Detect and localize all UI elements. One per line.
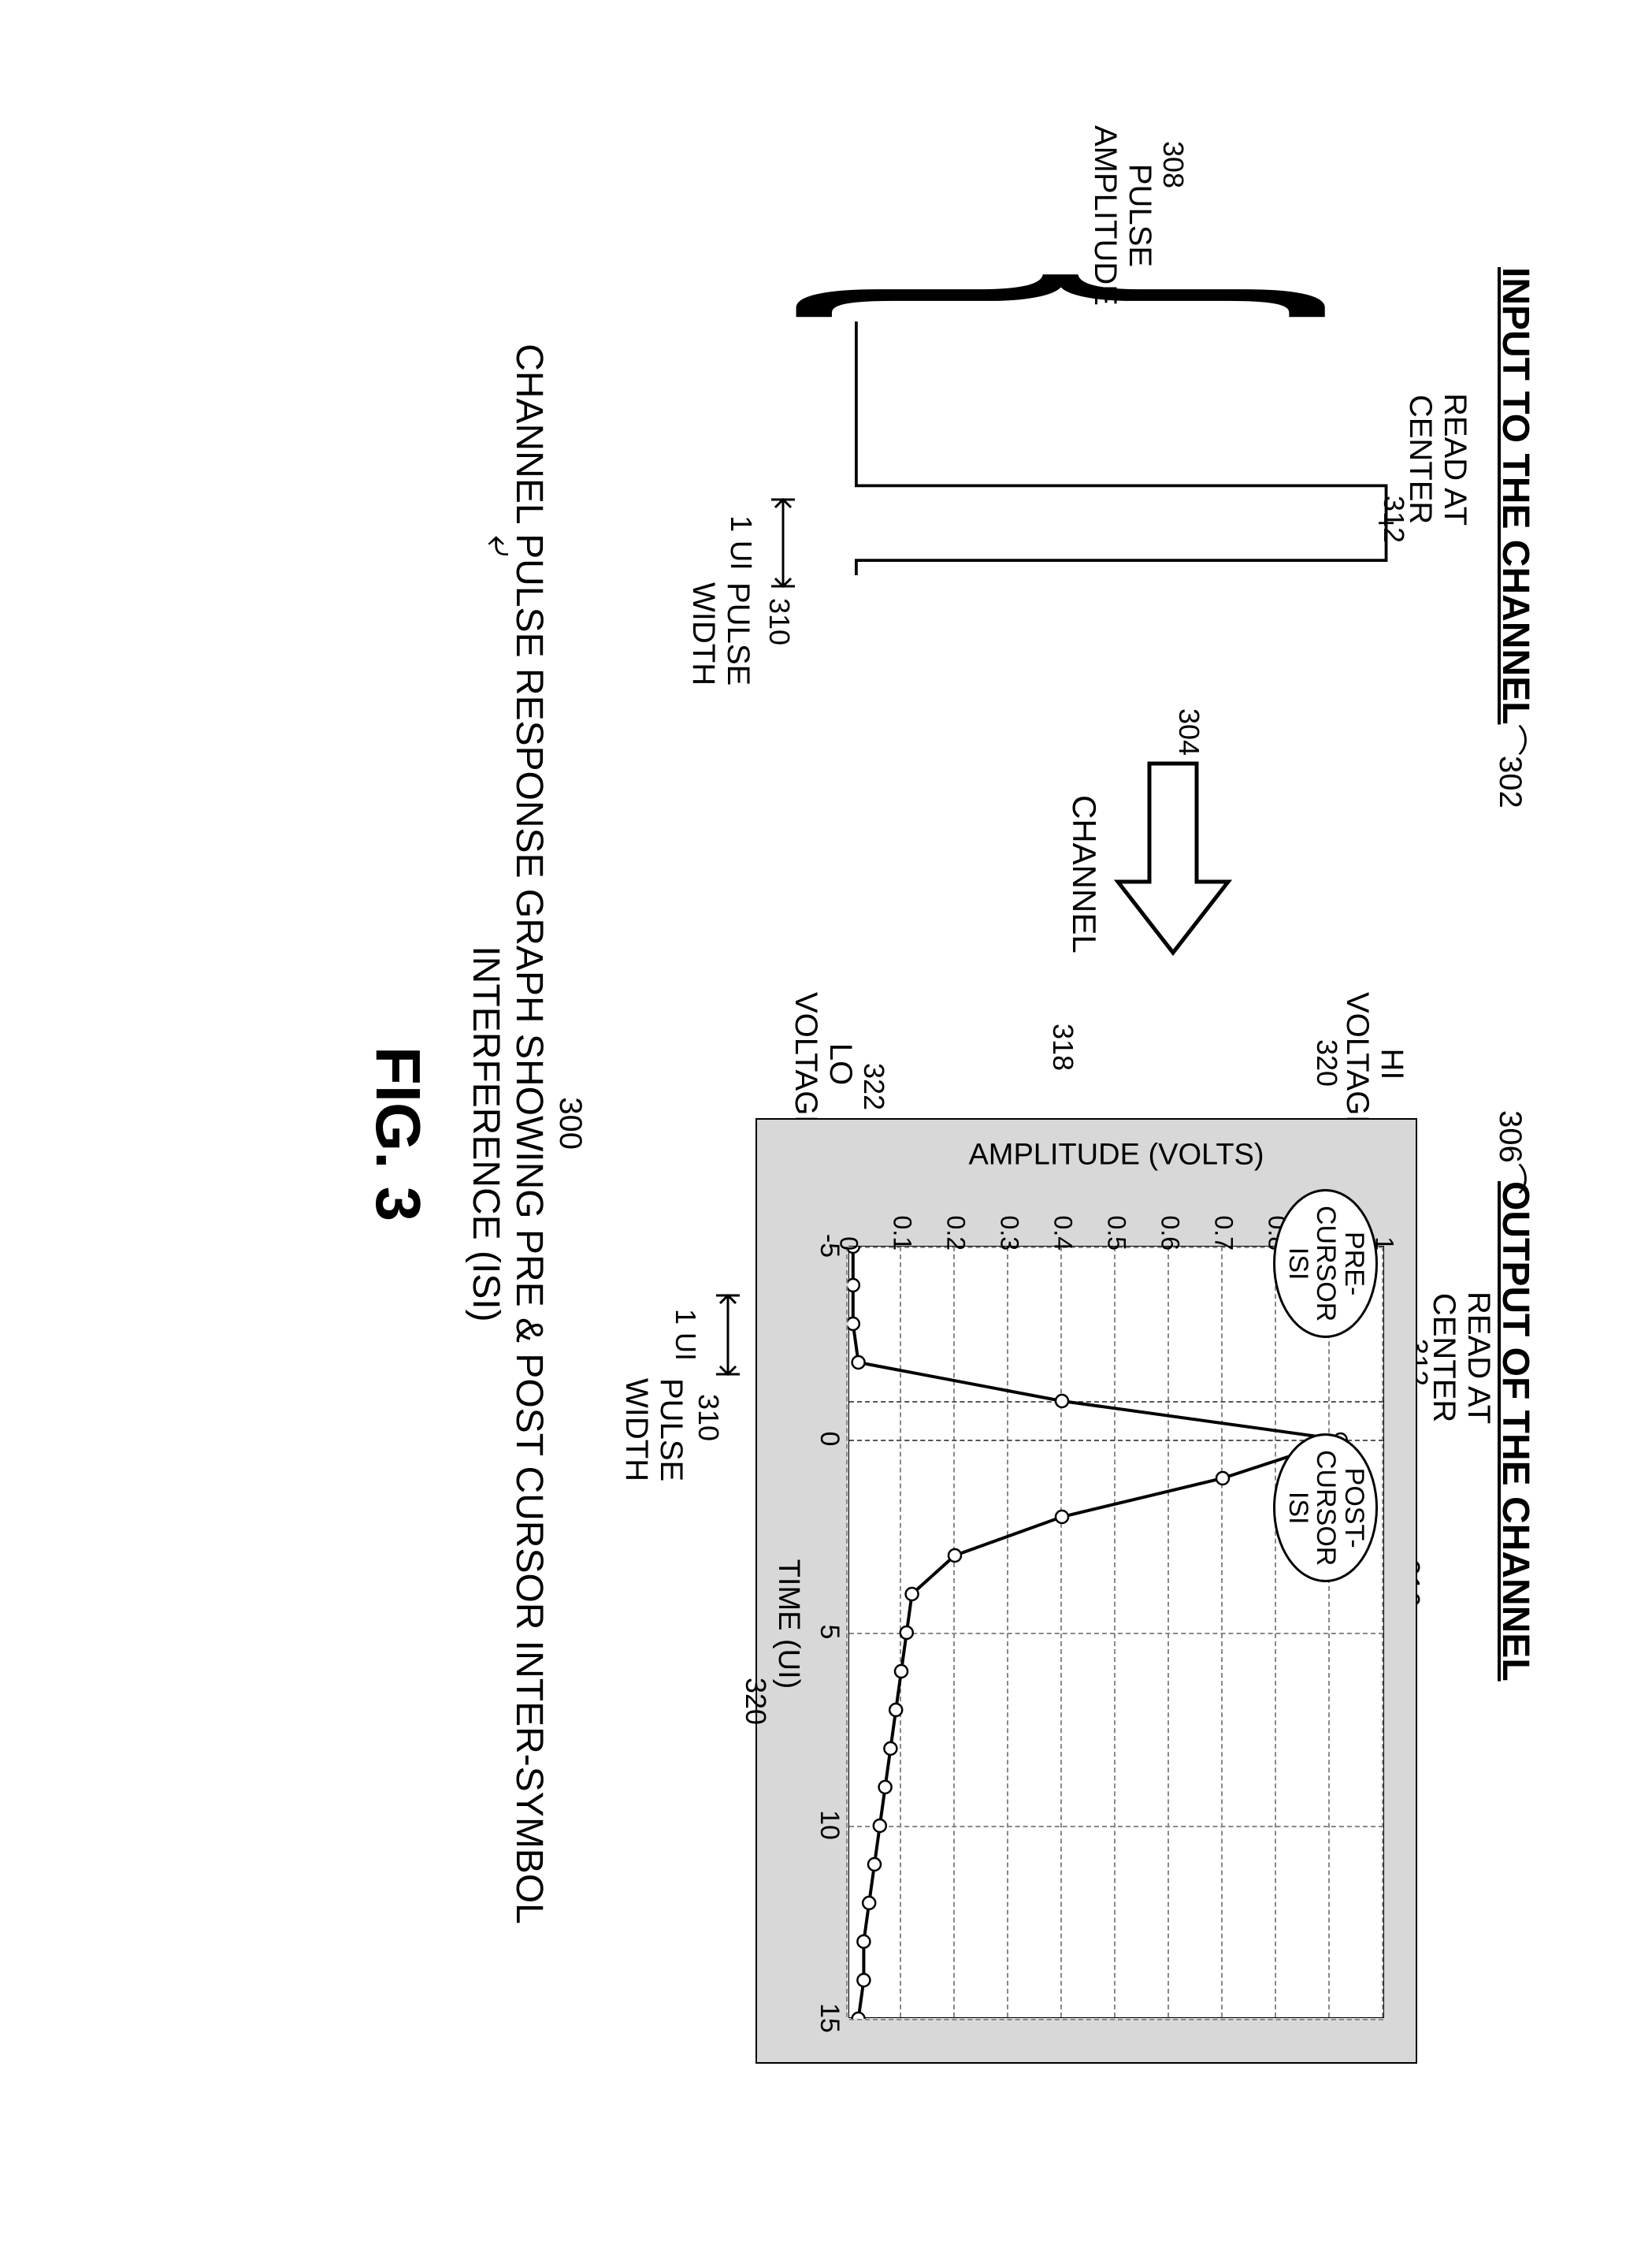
input-pulse-block: READ AT CENTER 312 { PULSE AMPLITUDE 308… <box>716 157 1425 708</box>
output-chart-block: HI VOLTAGE 320 LO VOLTAGE 322 READ AT CE… <box>669 1024 1457 2111</box>
input-title: INPUT TO THE CHANNEL <box>1494 267 1535 724</box>
ref-310-output: 310 <box>692 1394 724 1441</box>
post-cursor-callout: POST- CURSOR ISI <box>1272 1433 1377 1582</box>
read-at-center-label-input: READ AT CENTER <box>1403 393 1472 526</box>
hi-voltage-label: HI VOLTAGE <box>1340 992 1409 1136</box>
output-title: OUTPUT OF THE CHANNEL <box>1494 1181 1535 1682</box>
ref-306: 306⌒ <box>1493 1110 1528 1195</box>
pre-cursor-callout: PRE- CURSOR ISI <box>1272 1189 1377 1338</box>
ref-322: 322 <box>858 1063 889 1110</box>
ref-308: 308 <box>1157 141 1189 188</box>
x-axis-label: TIME (UI) <box>771 1559 805 1689</box>
pulse-width-label-input: PULSE WIDTH <box>686 582 755 686</box>
pulse-width-label-output: PULSE WIDTH <box>619 1378 689 1481</box>
ref-310-input: 310 <box>763 598 795 645</box>
one-ui-input: 1 UI <box>723 496 803 590</box>
ref-304: 304 <box>1173 708 1205 756</box>
input-square-pulse <box>826 314 1394 582</box>
channel-arrow-block: 304 CHANNEL <box>1063 756 1236 961</box>
figure-caption: 300 CHANNEL PULSE RESPONSE GRAPH SHOWING… <box>464 344 594 1924</box>
ref-318: 318 <box>1047 1024 1078 1071</box>
plot-area <box>848 1246 1384 2018</box>
ref-320-hi: 320 <box>1311 1039 1342 1087</box>
y-axis-label: AMPLITUDE (VOLTS) <box>968 1138 1264 1172</box>
figure-label: FIG. 3 <box>362 1046 434 1221</box>
read-at-center-label-output: READ AT CENTER <box>1427 1291 1496 1424</box>
ref-302: ⌒302 <box>1493 724 1528 808</box>
pulse-amplitude-label: PULSE AMPLITUDE <box>1088 125 1157 306</box>
one-ui-output: 1 UI <box>670 1291 748 1378</box>
channel-arrow-icon <box>1110 756 1236 961</box>
channel-label: CHANNEL <box>1065 795 1101 953</box>
figure-stage: INPUT TO THE CHANNEL ⌒302 OUTPUT OF THE … <box>432 110 1535 2158</box>
ref-320-x: 320 <box>740 1678 771 1725</box>
lo-voltage-label: LO VOLTAGE <box>789 992 858 1136</box>
figure-ref-hook: ⤶ <box>480 535 523 557</box>
